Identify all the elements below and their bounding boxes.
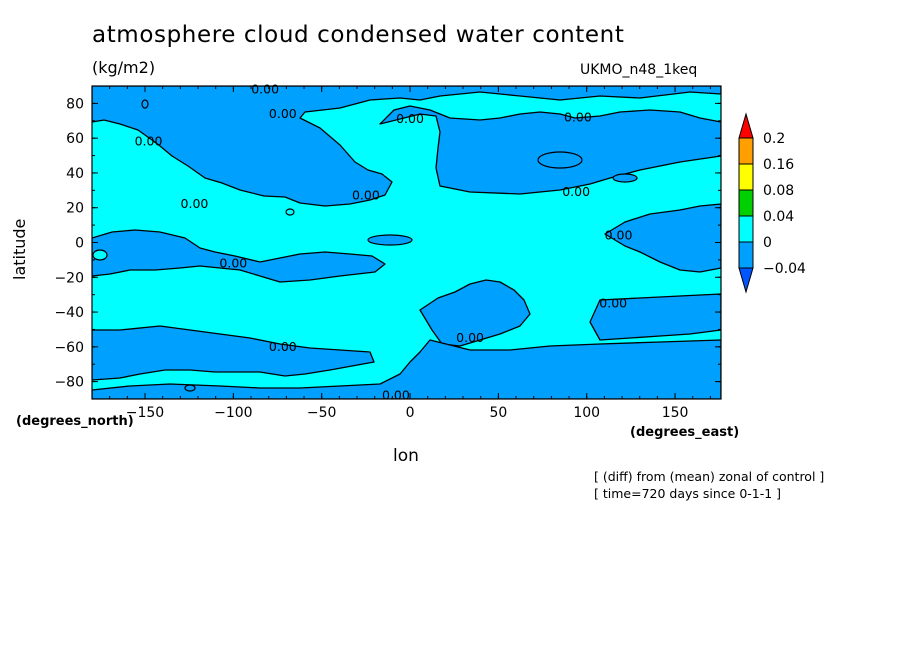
contour-labels: 0.00 0.00 0.00 0.00 0.00 0.00 0.00 0.00 0.00 0.00… [135, 81, 633, 402]
x-axis-title: lon [393, 446, 419, 466]
x-tick-label: −50 [307, 405, 337, 421]
y-tick-label: −60 [54, 340, 84, 356]
negative-region-north-2 [379, 105, 721, 195]
x-tick-label: −100 [214, 405, 252, 421]
contour-label: 0.00 [456, 330, 484, 345]
y-tick-label: 60 [66, 131, 84, 147]
contour-island [92, 249, 108, 261]
colorbar-segment [738, 189, 754, 217]
contour-label: 0.00 [396, 111, 424, 126]
axis-ticks [92, 85, 721, 400]
y-tick-label: 20 [66, 201, 84, 217]
negative-region-equator-east [604, 203, 721, 273]
colorbar-segment [738, 241, 754, 269]
colorbar: 0.2 0.16 0.08 0.04 0 −0.04 [738, 112, 806, 294]
contour-label: 0.00 [599, 295, 627, 310]
contour-island [141, 99, 149, 109]
negative-region-north [92, 86, 721, 207]
negative-region-south [92, 325, 375, 381]
colorbar-segment [738, 215, 754, 243]
note-time: [ time=720 days since 0-1-1 ] [594, 486, 782, 501]
model-label: UKMO_n48_1keq [580, 62, 698, 78]
contour-label: 0.00 [135, 134, 163, 149]
colorbar-segment [738, 163, 754, 191]
contour-label: 0.00 [269, 339, 297, 354]
x-axis-units: (degrees_east) [630, 425, 740, 440]
x-tick-label: −150 [126, 405, 164, 421]
contour-label: 0.00 [352, 188, 380, 203]
contour-label: 0.00 [219, 255, 247, 270]
negative-region-south-east [92, 339, 721, 399]
contour-island [285, 208, 295, 216]
contour-label: 0.00 [564, 109, 592, 124]
x-tick-label: 150 [662, 405, 689, 421]
chart-title: atmosphere cloud condensed water content [92, 22, 625, 48]
y-tick-label: 0 [75, 236, 84, 252]
contour-label: 0.00 [181, 196, 209, 211]
x-tick-label: 50 [489, 405, 507, 421]
x-tick-label: 100 [573, 405, 600, 421]
negative-region-east-pacific-south [589, 293, 721, 341]
contour-label: 0.00 [562, 184, 590, 199]
contour-island [537, 151, 583, 169]
colorbar-min-arrow [738, 267, 754, 294]
colorbar-max-arrow [738, 112, 754, 139]
y-tick-label: −20 [54, 270, 84, 286]
y-tick-label: 80 [66, 96, 84, 112]
colorbar-label: 0.16 [763, 157, 794, 173]
colorbar-segment [738, 137, 754, 165]
x-tick-label: 0 [406, 405, 415, 421]
axis-tick-labels: −150 −100 −50 0 50 100 150 80 60 40 20 0 −20 −40 −60 −8… [54, 96, 688, 421]
y-tick-label: −80 [54, 375, 84, 391]
negative-region-equator-west [92, 229, 386, 283]
colorbar-label: −0.04 [763, 261, 806, 277]
colorbar-label: 0.08 [763, 183, 794, 199]
y-axis-units: (degrees_north) [16, 414, 134, 429]
note-diff: [ (diff) from (mean) zonal of control ] [594, 469, 825, 484]
colorbar-label: 0.04 [763, 209, 794, 225]
colorbar-label: 0 [763, 235, 772, 251]
units-label: (kg/m2) [92, 58, 156, 77]
contour-label: 0.00 [269, 106, 297, 121]
contour-island [612, 173, 638, 183]
colorbar-label: 0.2 [763, 131, 785, 147]
contour-label: 0.00 [382, 388, 410, 403]
contour-island [184, 384, 196, 392]
contour-label: 0.00 [605, 228, 633, 243]
contour-island [367, 234, 413, 246]
contour-label: 0.00 [251, 81, 279, 96]
y-tick-label: −40 [54, 305, 84, 321]
y-tick-label: 40 [66, 166, 84, 182]
